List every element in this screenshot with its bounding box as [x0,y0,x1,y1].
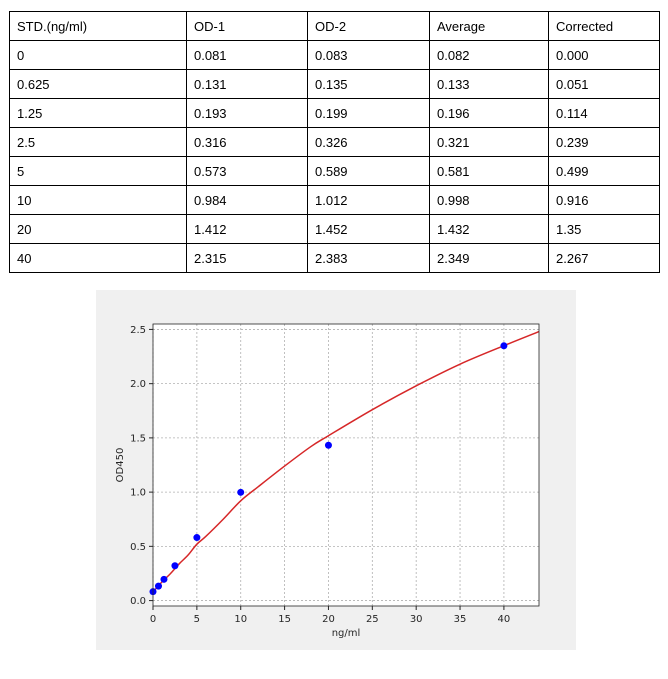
table-cell: 0.135 [307,69,430,99]
table-cell: 1.412 [186,214,308,244]
table-cell: 0.625 [9,69,187,99]
y-tick-label: 1.0 [130,488,146,499]
x-axis-label: ng/ml [332,628,361,639]
column-header: OD-2 [307,11,430,41]
x-tick-label: 5 [194,614,200,625]
standards-table-body: STD.(ng/ml) OD-1 OD-2 Average Corrected 0 0.08… [9,11,660,273]
standard-curve-chart: 0 5 10 15 20 25 30 35 40 0.0 0.5 1.0 1.5 2.0 2.5 ng/ml O… [115,323,540,639]
table-header-row: STD.(ng/ml) OD-1 OD-2 Average Corrected [9,11,660,41]
table-cell: 0.193 [186,98,308,128]
table-cell: 0.051 [548,69,660,99]
y-tick-label: 2.0 [130,379,146,390]
table-cell: 1.25 [9,98,187,128]
table-cell: 0.499 [548,156,660,186]
axes-frame [152,323,540,607]
table-cell: 0.573 [186,156,308,186]
table-cell: 0.581 [429,156,549,186]
table-row: 0 0.081 0.083 0.082 0.000 [9,40,660,70]
table-row: 10 0.984 1.012 0.998 0.916 [9,185,660,215]
table-cell: 0.916 [548,185,660,215]
table-cell: 0.000 [548,40,660,70]
x-tick-label: 40 [498,614,511,625]
x-tick-label: 10 [234,614,247,625]
x-tick-label: 20 [322,614,335,625]
data-point [154,582,162,590]
table-cell: 2.383 [307,243,430,273]
data-point [237,488,245,496]
table-cell: 0.589 [307,156,430,186]
table-cell: 0.131 [186,69,308,99]
fit-curve [152,330,540,593]
table-cell: 10 [9,185,187,215]
plot-area [153,324,539,606]
table-cell: 0.316 [186,127,308,157]
table-row: 0.625 0.131 0.135 0.133 0.051 [9,69,660,99]
table-cell: 20 [9,214,187,244]
data-point [324,441,332,449]
standard-curve-panel: 0 5 10 15 20 25 30 35 40 0.0 0.5 1.0 1.5 2.0 2.5 ng/ml O… [96,290,576,650]
table-cell: 0.082 [429,40,549,70]
table-cell: 0.196 [429,98,549,128]
table-cell: 0.133 [429,69,549,99]
column-header: OD-1 [186,11,308,41]
y-tick-label: 0.5 [130,542,146,553]
table-cell: 2.349 [429,243,549,273]
table-cell: 0.321 [429,127,549,157]
table-cell: 2.5 [9,127,187,157]
table-cell: 2.315 [186,243,308,273]
y-tick-label: 1.5 [130,433,146,444]
table-row: 1.25 0.193 0.199 0.196 0.114 [9,98,660,128]
table-cell: 2.267 [548,243,660,273]
x-tick-label: 25 [366,614,379,625]
table-cell: 0.114 [548,98,660,128]
table-row: 20 1.412 1.452 1.432 1.35 [9,214,660,244]
x-tick-label: 0 [150,614,156,625]
table-cell: 0.998 [429,185,549,215]
y-tick-label: 2.5 [130,325,146,336]
table-row: 40 2.315 2.383 2.349 2.267 [9,243,660,273]
table-cell: 1.012 [307,185,430,215]
data-point [171,562,179,570]
table-cell: 40 [9,243,187,273]
table-cell: 1.432 [429,214,549,244]
x-tick-label: 35 [454,614,467,625]
table-cell: 5 [9,156,187,186]
data-point [500,342,508,350]
x-tick-label: 15 [278,614,291,625]
table-cell: 0.984 [186,185,308,215]
column-header: Corrected [548,11,660,41]
column-header: Average [429,11,549,41]
table-cell: 0.326 [307,127,430,157]
table-row: 2.5 0.316 0.326 0.321 0.239 [9,127,660,157]
data-point [160,575,168,583]
standards-table: STD.(ng/ml) OD-1 OD-2 Average Corrected 0 0.08… [9,11,660,273]
table-row: 5 0.573 0.589 0.581 0.499 [9,156,660,186]
y-tick-label: 0.0 [130,596,146,607]
table-cell: 0.081 [186,40,308,70]
column-header: STD.(ng/ml) [9,11,187,41]
data-point [193,534,201,542]
table-cell: 0.083 [307,40,430,70]
table-cell: 0.239 [548,127,660,157]
table-cell: 1.35 [548,214,660,244]
x-tick-label: 30 [410,614,423,625]
table-cell: 1.452 [307,214,430,244]
table-cell: 0 [9,40,187,70]
y-axis-label: OD450 [115,448,126,483]
table-cell: 0.199 [307,98,430,128]
